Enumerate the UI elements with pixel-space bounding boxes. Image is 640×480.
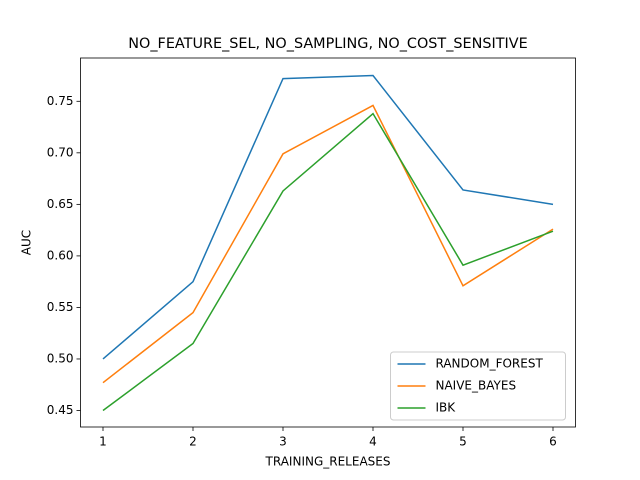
x-tick-label: 4 — [369, 435, 377, 449]
x-axis-label: TRAINING_RELEASES — [265, 455, 391, 469]
legend-label: RANDOM_FOREST — [436, 357, 544, 371]
y-tick-label: 0.45 — [47, 403, 74, 417]
x-tick-label: 3 — [279, 435, 287, 449]
chart-title: NO_FEATURE_SEL, NO_SAMPLING, NO_COST_SEN… — [128, 36, 527, 52]
series-line — [102, 74, 554, 360]
x-tick-label: 5 — [459, 435, 467, 449]
x-tick-label: 2 — [189, 435, 197, 449]
legend-label: IBK — [436, 401, 457, 415]
x-tick-label: 6 — [549, 435, 557, 449]
plot-frame — [80, 57, 576, 428]
x-tick-label: 1 — [99, 435, 107, 449]
y-axis-label: AUC — [20, 230, 34, 255]
y-tick-label: 0.50 — [47, 351, 74, 365]
series-line — [102, 104, 554, 384]
y-tick-label: 0.75 — [47, 94, 74, 108]
y-tick-label: 0.60 — [47, 248, 74, 262]
legend-label: NAIVE_BAYES — [436, 379, 517, 393]
y-tick-label: 0.55 — [47, 300, 74, 314]
y-tick-label: 0.65 — [47, 197, 74, 211]
y-tick-label: 0.70 — [47, 145, 74, 159]
legend-box — [390, 351, 566, 421]
series-line — [102, 112, 554, 412]
